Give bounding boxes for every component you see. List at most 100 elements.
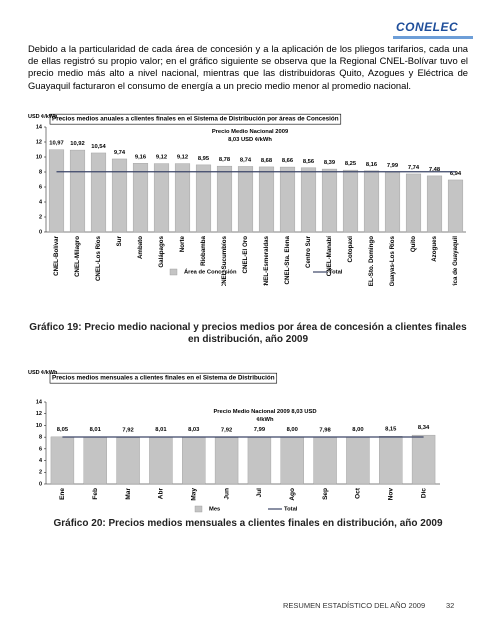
bar: [69, 149, 86, 233]
x-tick-label: Jun: [223, 488, 230, 500]
value-label: 10,92: [70, 141, 85, 147]
bar: [247, 437, 272, 485]
bar: [111, 158, 128, 233]
x-tick-label: Ago: [289, 488, 296, 501]
bar: [300, 167, 317, 233]
value-label: 9,16: [135, 154, 147, 160]
bar: [90, 152, 107, 233]
paragraph: Debido a la particularidad de cada área …: [28, 43, 468, 91]
bar: [182, 436, 206, 485]
x-tick-label: Quito: [410, 236, 417, 252]
x-tick-label: Eléctrica de Guayaquil: [452, 236, 459, 286]
legend-swatch: [194, 505, 203, 513]
x-tick-label: Sur: [116, 235, 123, 246]
y-tick-label: 6: [39, 446, 42, 452]
bar: [321, 168, 338, 233]
x-tick-label: Nov: [387, 488, 394, 501]
bar: [379, 436, 403, 485]
value-label: 8,74: [240, 157, 252, 163]
x-tick-label: Sep: [322, 488, 329, 500]
x-tick-label: Ene: [59, 488, 66, 500]
y-tick-label: 14: [36, 124, 43, 130]
annotation: 8,03 USD ¢/kWh: [228, 137, 272, 143]
value-label: 8,95: [198, 156, 210, 162]
x-tick-label: Centro Sur: [305, 235, 312, 268]
x-tick-label: Norte: [179, 235, 186, 252]
x-tick-label: Galápagos: [158, 235, 165, 267]
y-axis-label: USD ¢/kWh: [28, 370, 58, 376]
value-label: 9,74: [114, 150, 126, 156]
y-axis-label: USD ¢/kWh: [28, 114, 58, 120]
y-tick-label: 12: [36, 411, 42, 417]
value-label: 10,54: [91, 144, 106, 150]
bar: [83, 436, 107, 485]
value-label: 9,12: [177, 155, 188, 161]
value-label: 6,94: [450, 171, 462, 177]
bar: [280, 436, 304, 485]
bar: [153, 163, 170, 233]
bar: [174, 163, 191, 233]
bar: [258, 166, 275, 233]
title-box: [49, 113, 342, 125]
y-tick-label: 10: [36, 423, 42, 429]
x-tick-label: CNEL-Guayas-Los Ríos: [389, 235, 396, 286]
x-tick-label: Ambato: [137, 236, 144, 259]
bar: [405, 173, 422, 233]
caption: Gráfico 19: Precio medio nacional y prec…: [29, 322, 467, 345]
bar: [214, 437, 239, 485]
logo-bar: [393, 36, 473, 39]
x-tick-label: CNEL-El Oro: [242, 236, 249, 274]
value-label: 8,66: [282, 158, 294, 164]
value-label: 8,03: [188, 427, 200, 433]
y-tick-label: 4: [39, 199, 43, 205]
x-tick-label: CNEL-Manabí: [326, 236, 333, 276]
x-tick-label: CNEL-Milagro: [74, 236, 81, 277]
x-tick-label: CNEL-Sto. Domingo: [368, 236, 375, 286]
annotation: ¢/kWh: [256, 417, 274, 423]
y-tick-label: 2: [39, 214, 42, 220]
bar: [447, 179, 464, 233]
x-tick-label: CNEL-Sucumbíos: [221, 235, 228, 286]
value-label: 8,16: [366, 162, 378, 168]
y-tick-label: 0: [39, 229, 42, 235]
value-label: 7,99: [254, 427, 266, 433]
y-tick-label: 8: [39, 435, 42, 441]
x-tick-label: CNEL-Sta. Elena: [284, 235, 291, 284]
value-label: 8,00: [287, 427, 298, 433]
bar: [116, 437, 140, 485]
value-label: 9,12: [156, 155, 167, 161]
annotation: Precio Medio Nacional 2009: [212, 129, 289, 135]
x-tick-label: Feb: [92, 488, 99, 500]
value-label: 7,99: [387, 163, 399, 169]
page-number: 32: [446, 601, 455, 610]
bar: [342, 169, 359, 233]
caption: Gráfico 20: Precios medios mensuales a c…: [53, 518, 443, 529]
y-tick-label: 14: [36, 399, 43, 405]
value-label: 7,48: [429, 167, 441, 173]
bar: [363, 170, 380, 233]
y-tick-label: 2: [39, 470, 42, 476]
bar: [426, 175, 443, 233]
y-tick-label: 4: [39, 458, 43, 464]
value-label: 8,01: [155, 427, 167, 433]
value-label: 7,92: [221, 428, 232, 434]
legend-label: Total: [329, 270, 343, 276]
title-box: [49, 372, 278, 384]
value-label: 8,78: [219, 157, 231, 163]
footer-text: RESUMEN ESTADÍSTICO DEL AÑO 2009: [283, 601, 426, 610]
bar: [346, 436, 370, 485]
x-tick-label: May: [190, 488, 197, 501]
x-tick-label: Mar: [125, 488, 132, 500]
x-tick-label: Dic: [420, 488, 427, 499]
value-label: 10,97: [49, 141, 64, 147]
value-label: 8,05: [57, 427, 69, 433]
bar: [195, 164, 212, 233]
chart-title: Precios medios mensuales a clientes fina…: [52, 375, 275, 382]
value-label: 7,98: [319, 427, 331, 433]
x-tick-label: Abr: [158, 488, 165, 500]
x-tick-label: Cotopaxi: [347, 236, 354, 263]
value-label: 7,92: [122, 428, 133, 434]
value-label: 8,01: [90, 427, 102, 433]
